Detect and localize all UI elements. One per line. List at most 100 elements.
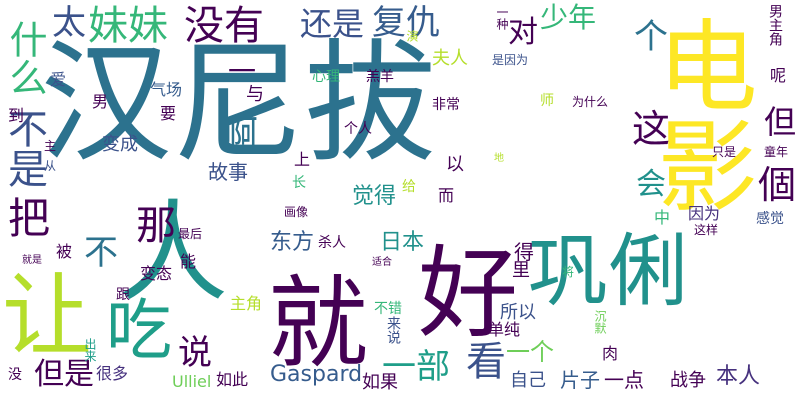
- word-mei: 没: [8, 367, 22, 383]
- word-meiyou: 没有: [184, 3, 264, 49]
- word-tongnian: 童年: [764, 145, 789, 159]
- word-geren: 个人: [344, 121, 372, 137]
- word-zhu: 主: [44, 139, 57, 153]
- word-shuo: 说: [178, 333, 212, 373]
- word-bucuo: 不错: [374, 301, 402, 317]
- word-shi: 师: [540, 93, 554, 109]
- word-hao: 好: [418, 235, 518, 352]
- word-shang: 上: [294, 150, 311, 169]
- word-gongli: 巩俐: [528, 225, 688, 318]
- word-haishi: 还是: [300, 5, 365, 43]
- word-ne: 呢: [770, 66, 787, 85]
- word-furen: 夫人: [432, 48, 468, 69]
- word-er: 而: [438, 186, 455, 205]
- word-dao: 到: [8, 106, 25, 125]
- word-yan: 演: [405, 30, 419, 42]
- word-jiushi: 就是: [22, 255, 42, 266]
- word-jiang: 将: [562, 265, 575, 279]
- word-qichang: 气场: [150, 80, 183, 99]
- word-zheyang: 这样: [694, 223, 719, 237]
- word-huaxiang: 画像: [284, 205, 309, 219]
- word-bu: 不: [84, 233, 118, 273]
- word-chulai: 出来: [83, 338, 97, 362]
- word-pianzi: 片子: [560, 368, 600, 392]
- word-rucci: 如此: [216, 370, 249, 389]
- word-yinwei: 因为: [688, 204, 721, 223]
- word-bushi: 不是: [1, 108, 47, 188]
- word-nanzhujiao: 男主角: [767, 4, 783, 46]
- word-yao: 要: [160, 104, 177, 123]
- word-shenme: 什么: [3, 20, 47, 96]
- word-yi-single: 一: [228, 55, 257, 88]
- word-henduo: 很多: [96, 364, 129, 383]
- word-yidian: 一点: [604, 368, 644, 392]
- word-zhang: 长: [292, 175, 306, 191]
- word-danchun: 单纯: [488, 320, 521, 339]
- word-shaonian: 少年: [540, 1, 597, 34]
- word-ai: 爱: [50, 70, 67, 89]
- word-dui: 对: [508, 15, 538, 50]
- word-a: 啊: [218, 113, 258, 159]
- word-nan: 男: [92, 92, 109, 111]
- word-shiyinwei: 是因为: [492, 53, 529, 67]
- word-ren: 人: [118, 189, 228, 317]
- word-ge: 个: [634, 17, 668, 57]
- word-rou: 肉: [602, 344, 619, 363]
- word-zhe: 这: [632, 107, 671, 151]
- word-bei: 被: [56, 242, 73, 261]
- word-xinli: 心理: [312, 69, 340, 85]
- word-suoyi: 所以: [500, 302, 536, 323]
- word-dan: 但: [764, 103, 797, 141]
- word-juede: 觉得: [352, 184, 397, 209]
- word-meimei: 妹妹: [88, 3, 168, 49]
- word-dongfang: 东方: [270, 230, 315, 255]
- word-fuchou: 复仇: [372, 3, 440, 43]
- word-biantai: 变态: [140, 264, 173, 283]
- word-gaspard: Gaspard: [270, 362, 363, 387]
- word-zuihou: 最后: [178, 227, 203, 241]
- word-ba: 把: [8, 194, 51, 243]
- word-cong: 从: [44, 159, 57, 173]
- word-de: 得: [514, 240, 534, 264]
- word-gen: 跟: [116, 287, 130, 303]
- word-jiu: 就: [268, 265, 368, 382]
- word-yu: 与: [246, 84, 264, 105]
- word-zhanzheng: 战争: [670, 370, 706, 391]
- word-weishenme: 为什么: [572, 95, 609, 109]
- word-tai: 太: [52, 3, 86, 43]
- word-ulliel: Ulliel: [172, 372, 212, 391]
- word-yizhong: 一种: [495, 6, 509, 30]
- word-na: 那: [136, 203, 176, 249]
- word-zhong: 中: [654, 208, 671, 227]
- word-rang: 让: [2, 264, 92, 369]
- word-riben: 日本: [380, 230, 425, 255]
- word-shihe: 适合: [372, 257, 392, 268]
- word-gaoyang: 羔羊: [366, 69, 394, 85]
- word-ziji: 自己: [510, 370, 546, 391]
- word-hannibal: 汉尼拔: [40, 27, 436, 181]
- word-benren: 本人: [716, 364, 761, 389]
- word-hui: 会: [636, 167, 666, 202]
- word-danshi: 但是: [34, 357, 94, 392]
- word-di: 地: [494, 153, 504, 164]
- word-chi: 吃: [106, 292, 172, 369]
- word-feichang: 非常: [432, 97, 460, 113]
- word-gushi: 故事: [208, 160, 248, 184]
- word-movie: 电影: [640, 14, 757, 214]
- word-ganjue: 感觉: [756, 211, 784, 227]
- word-sharen: 杀人: [318, 235, 346, 251]
- word-zhishi: 只是: [712, 145, 737, 159]
- word-yibu: 一部: [382, 347, 450, 387]
- word-laishuo: 来说: [385, 316, 401, 344]
- word-ge-trad: 個: [758, 163, 797, 207]
- word-gei: 给: [402, 179, 416, 195]
- word-biancheng: 变成: [102, 134, 138, 155]
- word-yi: 以: [446, 154, 464, 175]
- word-yige: 一个: [506, 338, 554, 366]
- word-li: 里: [512, 260, 530, 281]
- word-ruguo: 如果: [362, 372, 398, 393]
- word-zhujiao: 主角: [230, 294, 263, 313]
- word-chenmo: 沉默: [593, 310, 607, 334]
- word-kan: 看: [466, 339, 506, 385]
